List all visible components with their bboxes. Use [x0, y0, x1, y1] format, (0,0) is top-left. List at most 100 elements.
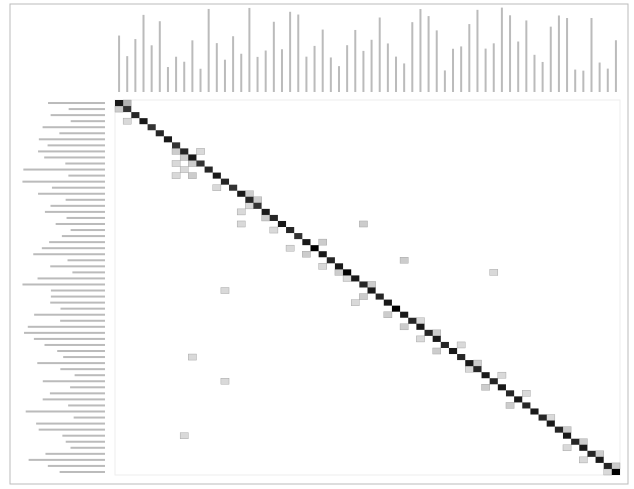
column-label-placeholder — [150, 45, 153, 92]
matrix-cell — [122, 99, 132, 107]
column-label-placeholder — [207, 8, 210, 92]
matrix-cell — [522, 390, 531, 397]
row-label-placeholder — [24, 331, 105, 334]
matrix-cell — [579, 438, 588, 445]
diagonal-cell — [530, 408, 539, 415]
matrix-cell — [188, 160, 197, 167]
row-label-placeholder — [45, 452, 105, 455]
row-label-placeholder — [33, 337, 106, 340]
column-label-placeholder — [240, 53, 243, 92]
column-label-placeholder — [378, 17, 381, 92]
matrix-cell — [236, 220, 246, 228]
column-label-placeholder — [321, 29, 324, 92]
matrix-cell — [188, 353, 197, 361]
column-label-placeholder — [118, 35, 121, 92]
matrix-cell — [179, 154, 189, 161]
column-label-placeholder — [158, 21, 161, 92]
column-label-placeholder — [557, 15, 560, 93]
row-label-placeholder — [74, 374, 105, 377]
matrix-cell — [432, 329, 442, 337]
diagonal-cell — [400, 311, 409, 318]
diagonal-cell — [391, 305, 401, 312]
matrix-cell — [179, 432, 189, 439]
diagonal-cell — [603, 462, 612, 469]
column-label-placeholder — [574, 69, 577, 92]
matrix-cell — [399, 257, 409, 264]
diagonal-cell — [334, 263, 344, 270]
matrix-cell — [171, 172, 181, 179]
matrix-cell — [579, 456, 588, 464]
column-label-placeholder — [232, 36, 235, 92]
matrix-cell — [432, 347, 442, 355]
row-label-placeholder — [67, 259, 105, 262]
row-label-placeholder — [49, 241, 105, 244]
column-label-placeholder — [223, 59, 226, 92]
diagonal-cell — [432, 335, 441, 342]
matrix-cell — [505, 402, 515, 409]
row-label-placeholder — [73, 416, 105, 419]
row-label-placeholder — [72, 271, 105, 274]
column-label-placeholder — [549, 26, 552, 92]
column-label-placeholder — [492, 43, 495, 92]
column-label-placeholder — [395, 56, 398, 92]
matrix-cell — [171, 148, 181, 155]
row-label-placeholder — [44, 210, 105, 213]
matrix-cell — [489, 269, 499, 276]
diagonal-cell — [196, 160, 205, 167]
matrix-cell — [351, 299, 360, 306]
row-label-placeholder — [50, 295, 105, 298]
diagonal-cell — [554, 426, 563, 433]
matrix-cell — [318, 263, 327, 270]
row-label-placeholder — [50, 289, 105, 292]
diagonal-cell — [457, 354, 466, 361]
matrix-cell — [562, 444, 572, 452]
diagonal-cell — [294, 233, 303, 240]
diagonal-cell — [562, 432, 572, 439]
column-label-placeholder — [525, 20, 528, 93]
column-label-placeholder — [443, 70, 446, 92]
diagonal-cell — [245, 196, 254, 203]
column-label-placeholder — [248, 7, 251, 92]
column-label-placeholder — [370, 39, 373, 92]
row-label-placeholder — [28, 458, 106, 461]
column-label-placeholder — [134, 39, 137, 92]
column-label-placeholder — [142, 14, 145, 93]
matrix-cell — [269, 226, 279, 234]
row-label-placeholder — [22, 180, 105, 183]
diagonal-cell — [269, 214, 278, 221]
matrix-cell — [171, 160, 181, 167]
diagonal-cell — [359, 281, 368, 288]
row-label-placeholder — [50, 114, 105, 117]
column-label-placeholder — [435, 30, 438, 92]
diagonal-cell — [595, 456, 604, 463]
diagonal-cell — [277, 220, 287, 228]
row-label-placeholder — [49, 392, 105, 395]
column-label-placeholder — [427, 16, 430, 92]
column-label-placeholder — [452, 48, 455, 92]
matrix-cell — [122, 117, 132, 125]
matrix-cell — [399, 323, 409, 331]
diagonal-cell — [611, 468, 620, 475]
diagonal-cell — [465, 360, 474, 367]
row-label-placeholder — [70, 229, 105, 232]
diagonal-cell — [229, 184, 238, 191]
matrix-cell — [416, 317, 425, 324]
column-label-placeholder — [476, 9, 479, 92]
diagonal-cell — [579, 444, 588, 451]
diagonal-cell — [261, 208, 270, 215]
column-label-placeholder — [215, 43, 218, 92]
matrix-cell — [359, 293, 368, 300]
column-label-placeholder — [403, 63, 406, 92]
diagonal-cell — [375, 293, 384, 300]
row-label-placeholder — [70, 120, 105, 123]
diagonal-cell — [131, 112, 140, 119]
row-label-placeholder — [70, 386, 105, 389]
diagonal-cell — [546, 420, 555, 427]
column-label-placeholder — [484, 48, 487, 92]
diagonal-cell — [163, 136, 173, 143]
matrix-cell — [261, 214, 270, 222]
diagonal-cell — [481, 372, 490, 379]
row-label-placeholder — [65, 198, 105, 201]
diagonal-cell — [147, 124, 156, 131]
